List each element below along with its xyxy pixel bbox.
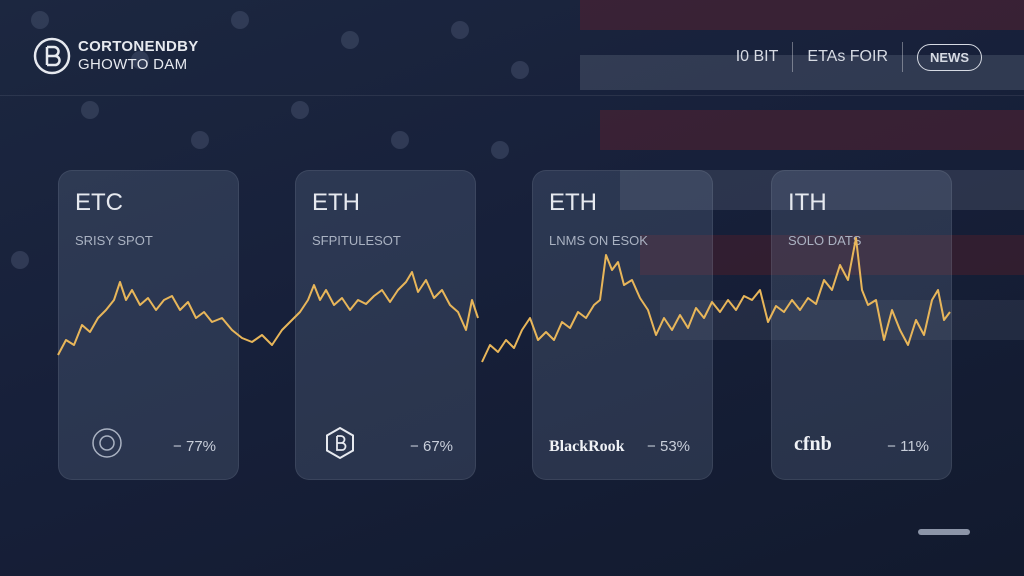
card[interactable]: ETH SFPITULESOT − 67% — [295, 170, 476, 480]
card-subtitle: SOLO DATS — [788, 233, 862, 248]
separator — [792, 42, 794, 72]
card[interactable]: ITH SOLO DATS cfnb − 11% — [771, 170, 952, 480]
card-change: − 77% — [173, 438, 216, 455]
card-icon — [92, 428, 122, 458]
card-icon — [326, 426, 354, 460]
card-subtitle: SFPITULESOT — [312, 233, 401, 248]
card-change: − 53% — [647, 438, 690, 455]
card-title: ITH — [788, 189, 827, 216]
logo-line: GHOWTO DAM — [78, 56, 188, 73]
nav-button[interactable]: NEWS — [917, 43, 982, 71]
logo-line: CORTONENDBY — [78, 38, 199, 55]
card-change: − 11% — [887, 438, 929, 455]
scroll-handle[interactable] — [918, 529, 970, 535]
card-subtitle: SRISY SPOT — [75, 233, 153, 248]
card-title: ETH — [549, 189, 597, 216]
header: CORTONENDBY GHOWTO DAM I0 BIT ETAs FOIR … — [0, 0, 1024, 96]
price-line — [481, 237, 951, 363]
nav-item[interactable]: I0 BIT — [735, 48, 779, 65]
separator — [902, 42, 903, 72]
card-brand: BlackRook — [549, 438, 625, 455]
logo-text: CORTONENDBY GHOWTO DAM — [78, 38, 199, 74]
card-title: ETC — [75, 189, 123, 216]
card-brand: cfnb — [794, 433, 832, 455]
card-subtitle: LNMS ON ESOK — [549, 233, 648, 248]
card[interactable]: ETC SRISY SPOT − 77% — [58, 170, 239, 480]
logo-icon — [33, 37, 71, 75]
nav-item[interactable]: ETAs FOIR — [807, 48, 888, 65]
card[interactable]: ETH LNMS ON ESOK BlackRook − 53% — [532, 170, 713, 480]
card-title: ETH — [312, 189, 360, 216]
nav: I0 BIT ETAs FOIR NEWS — [736, 42, 982, 72]
card-change: − 67% — [410, 438, 453, 455]
price-line — [57, 271, 479, 356]
